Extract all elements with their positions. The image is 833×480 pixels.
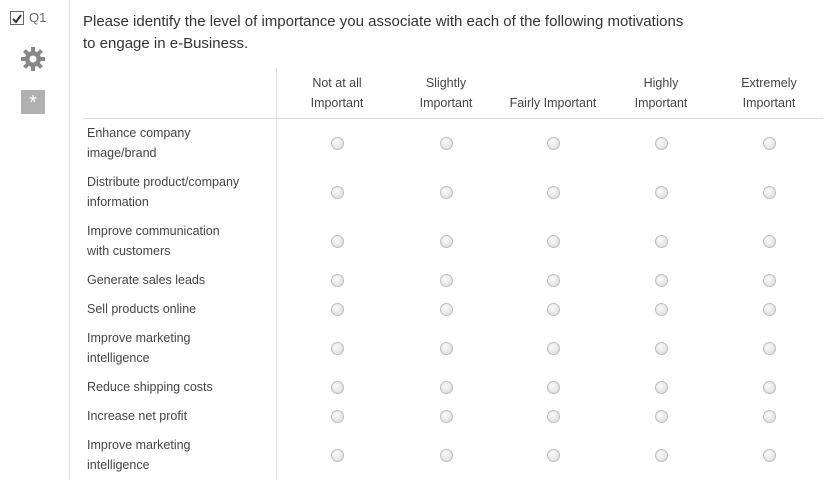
row-label: Improve communication with customers xyxy=(87,217,220,266)
header-divider xyxy=(83,118,823,119)
column-header-line: Highly xyxy=(643,76,679,90)
question-line: Please identify the level of importance … xyxy=(83,13,684,30)
row-label-line: with customers xyxy=(87,244,171,258)
row-label: Sell products online xyxy=(87,295,196,324)
row-label-line: image/brand xyxy=(87,146,157,160)
radio-button[interactable] xyxy=(655,274,668,287)
radio-button[interactable] xyxy=(440,235,453,248)
radio-button[interactable] xyxy=(655,342,668,355)
radio-button[interactable] xyxy=(655,186,668,199)
radio-button[interactable] xyxy=(655,137,668,150)
row-label-line: Generate sales leads xyxy=(87,273,206,287)
radio-button[interactable] xyxy=(547,410,560,423)
radio-button[interactable] xyxy=(763,342,776,355)
radio-button[interactable] xyxy=(763,449,776,462)
radio-button[interactable] xyxy=(655,410,668,423)
radio-button[interactable] xyxy=(331,274,344,287)
radio-button[interactable] xyxy=(331,410,344,423)
row-label: Improve marketing intelligence xyxy=(87,324,191,373)
radio-button[interactable] xyxy=(763,235,776,248)
question-id: Q1 xyxy=(29,10,47,25)
column-header: Not at all Important xyxy=(287,73,387,113)
radio-button[interactable] xyxy=(331,235,344,248)
radio-button[interactable] xyxy=(547,137,560,150)
radio-button[interactable] xyxy=(440,137,453,150)
radio-button[interactable] xyxy=(763,410,776,423)
radio-button[interactable] xyxy=(547,381,560,394)
radio-button[interactable] xyxy=(331,449,344,462)
radio-button[interactable] xyxy=(763,381,776,394)
radio-button[interactable] xyxy=(547,449,560,462)
column-header-line: Important xyxy=(742,96,796,110)
radio-button[interactable] xyxy=(331,381,344,394)
radio-button[interactable] xyxy=(440,410,453,423)
column-header-line: Important xyxy=(419,96,473,110)
row-label-line: Improve marketing xyxy=(87,438,191,452)
row-label: Improve marketing intelligence xyxy=(87,431,191,480)
row-label: Distribute product/company information xyxy=(87,168,239,217)
column-header-line: Extremely xyxy=(741,76,797,90)
column-header-line: Important xyxy=(310,96,364,110)
radio-button[interactable] xyxy=(440,342,453,355)
column-header: Fairly Important xyxy=(503,73,603,113)
radio-button[interactable] xyxy=(547,274,560,287)
row-label-line: Improve marketing xyxy=(87,331,191,345)
radio-button[interactable] xyxy=(763,303,776,316)
row-label: Generate sales leads xyxy=(87,266,205,295)
radio-button[interactable] xyxy=(440,274,453,287)
radio-button[interactable] xyxy=(331,137,344,150)
row-label-line: information xyxy=(87,195,149,209)
radio-button[interactable] xyxy=(440,381,453,394)
column-header-line: Important xyxy=(634,96,688,110)
radio-button[interactable] xyxy=(763,186,776,199)
radio-button[interactable] xyxy=(763,137,776,150)
settings-icon[interactable] xyxy=(20,46,46,72)
column-header-line: Not at all xyxy=(312,76,362,90)
required-icon[interactable]: * xyxy=(21,90,45,114)
radio-button[interactable] xyxy=(440,449,453,462)
row-label: Increase net profit xyxy=(87,402,187,431)
row-label-line: intelligence xyxy=(87,351,150,365)
question-checkbox[interactable] xyxy=(10,11,24,25)
radio-button[interactable] xyxy=(547,186,560,199)
radio-button[interactable] xyxy=(655,449,668,462)
column-header: Extremely Important xyxy=(719,73,819,113)
radio-button[interactable] xyxy=(331,342,344,355)
row-label-line: Enhance company xyxy=(87,126,191,140)
radio-button[interactable] xyxy=(547,235,560,248)
radio-button[interactable] xyxy=(440,303,453,316)
radio-button[interactable] xyxy=(547,303,560,316)
radio-button[interactable] xyxy=(655,381,668,394)
question-text: Please identify the level of importance … xyxy=(83,11,683,55)
question-line: to engage in e-Business. xyxy=(83,35,249,52)
radio-button[interactable] xyxy=(440,186,453,199)
column-header: Highly Important xyxy=(611,73,711,113)
row-label-line: Improve communication xyxy=(87,224,220,238)
row-label-line: Increase net profit xyxy=(87,409,188,423)
radio-button[interactable] xyxy=(331,303,344,316)
column-header-line: Fairly Important xyxy=(509,96,597,110)
sidebar-divider xyxy=(69,0,70,480)
row-label-line: Sell products online xyxy=(87,302,197,316)
row-label: Reduce shipping costs xyxy=(87,373,213,402)
row-label-line: intelligence xyxy=(87,458,150,472)
label-divider xyxy=(276,68,277,480)
radio-button[interactable] xyxy=(655,235,668,248)
radio-button[interactable] xyxy=(331,186,344,199)
radio-button[interactable] xyxy=(763,274,776,287)
row-label-line: Distribute product/company xyxy=(87,175,240,189)
row-label-line: Reduce shipping costs xyxy=(87,380,213,394)
column-header: Slightly Important xyxy=(396,73,496,113)
row-label: Enhance company image/brand xyxy=(87,119,191,168)
radio-button[interactable] xyxy=(655,303,668,316)
radio-button[interactable] xyxy=(547,342,560,355)
column-header-line: Slightly xyxy=(425,76,467,90)
